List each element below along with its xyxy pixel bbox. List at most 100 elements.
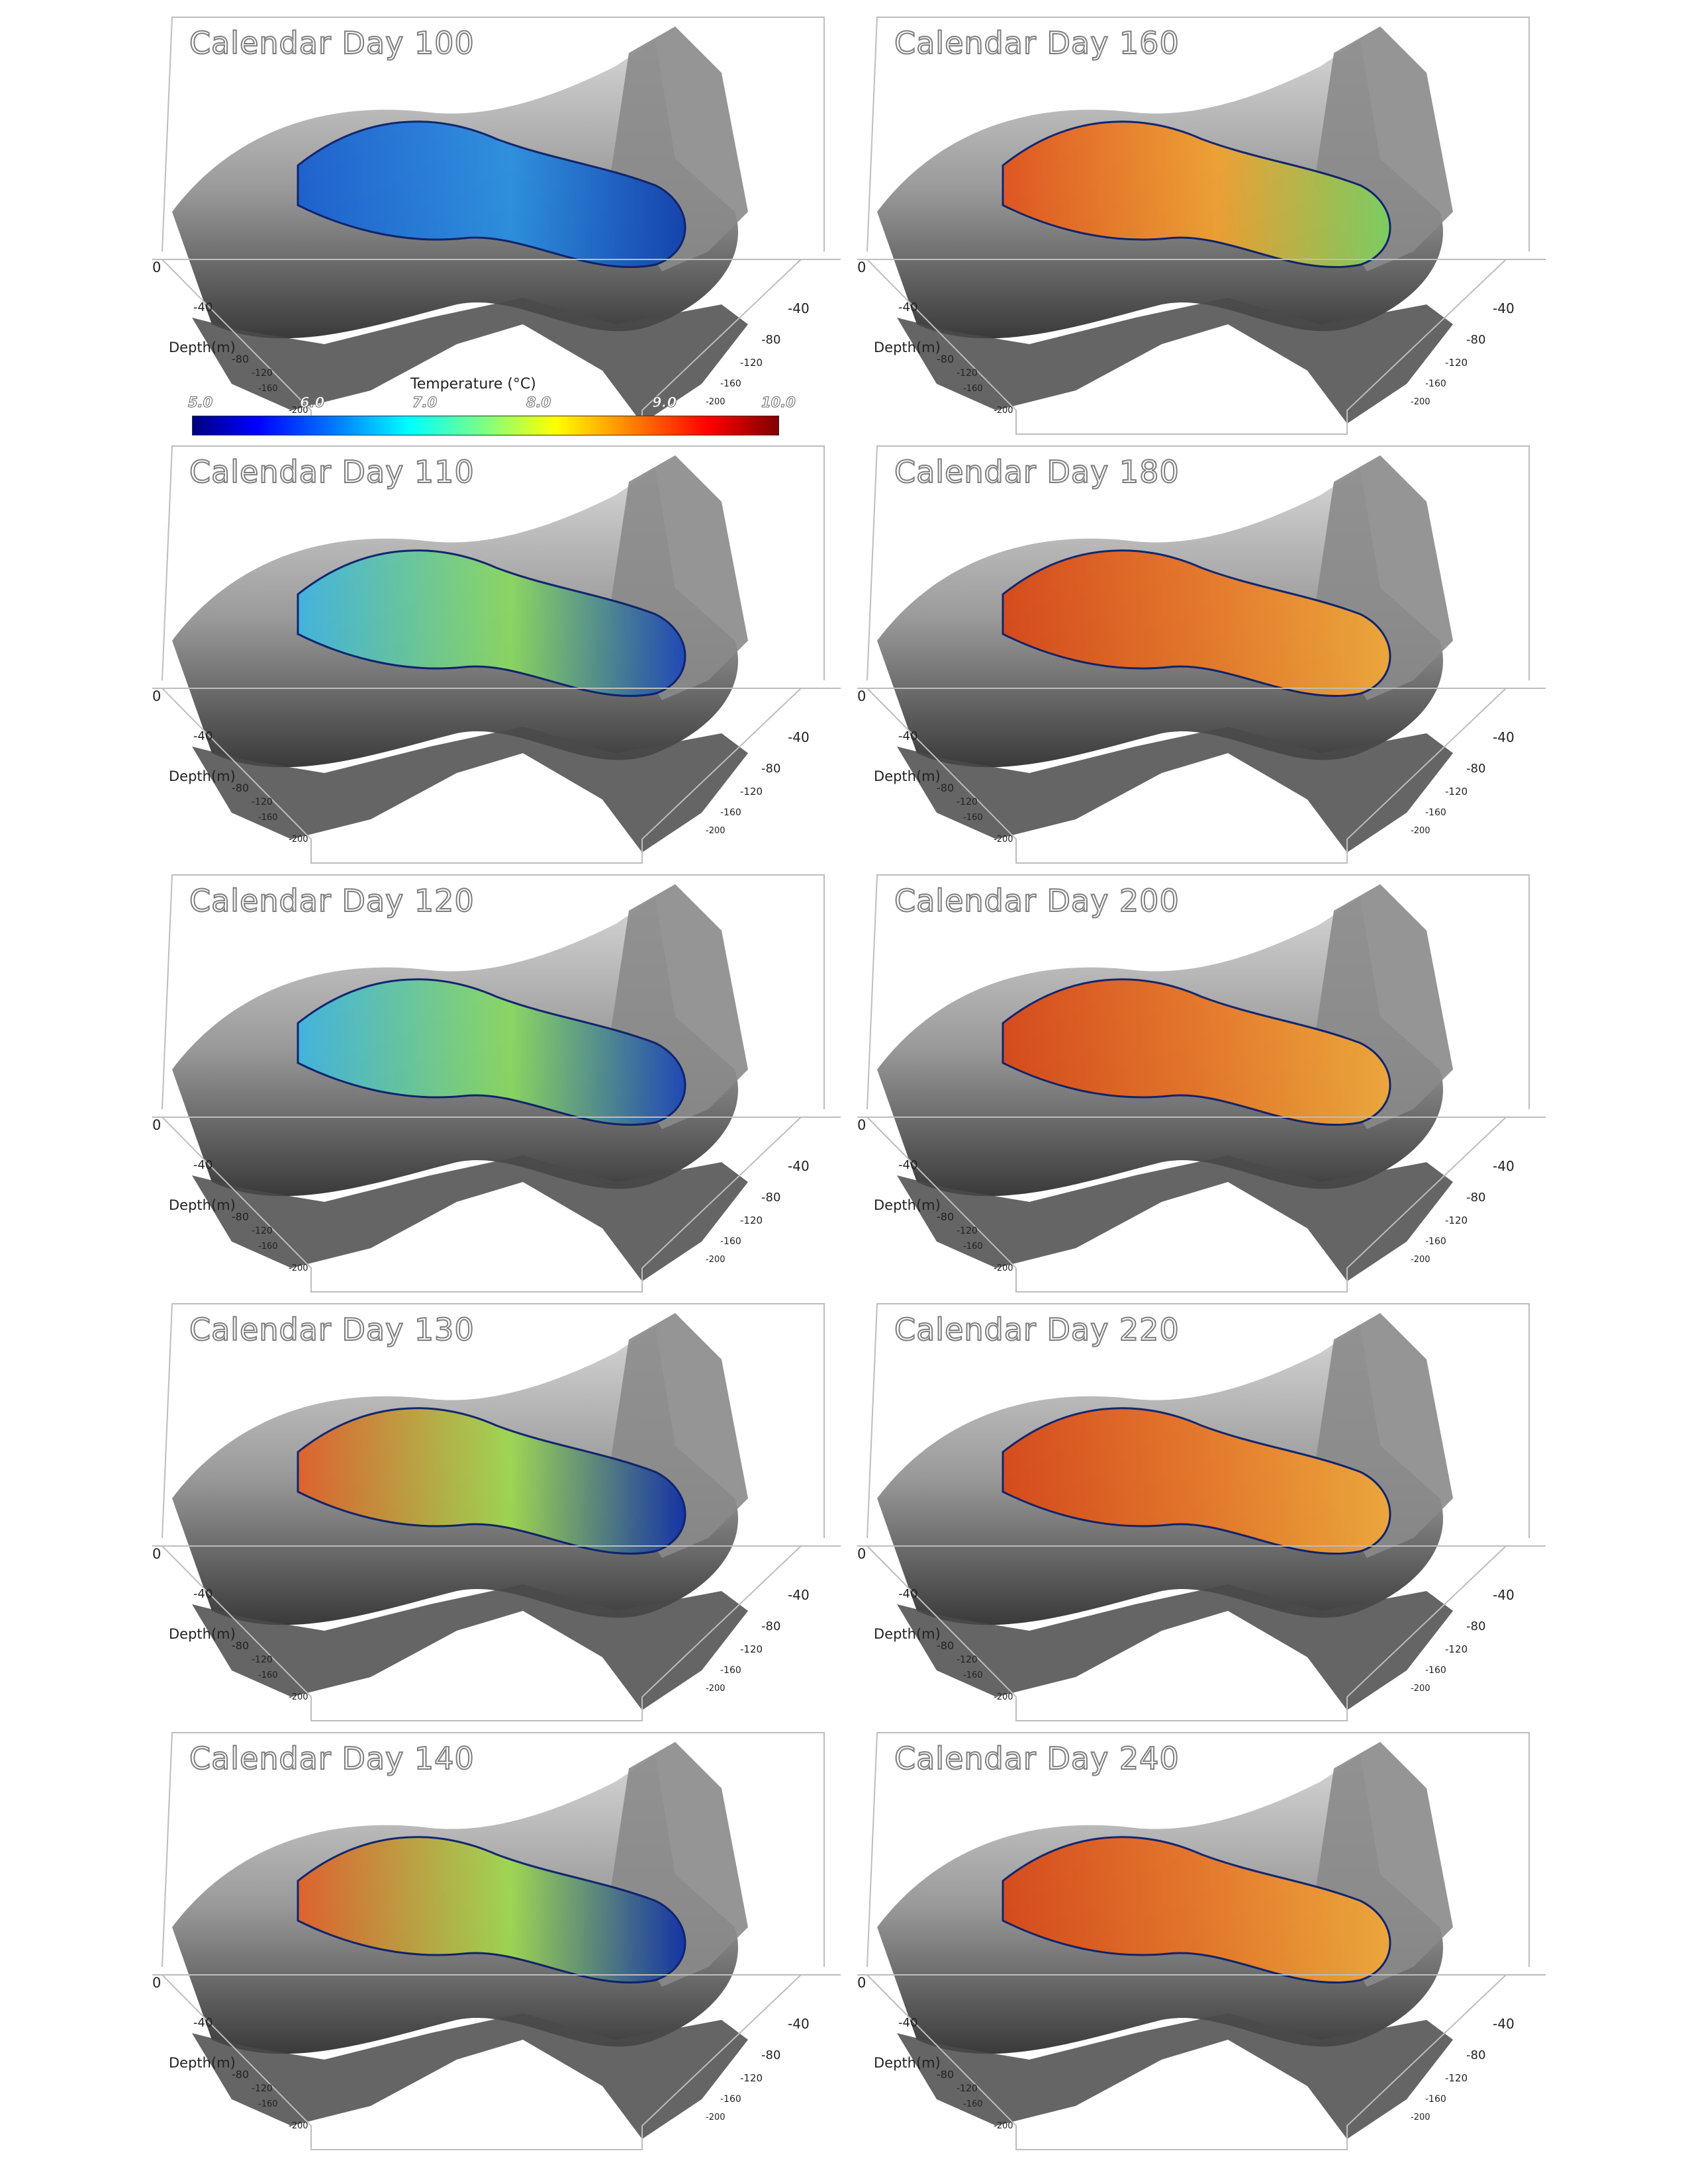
terrain-lower (897, 1156, 1453, 1281)
right-tick-80: -80 (1466, 2048, 1486, 2062)
depth-axis-label: Depth(m) (169, 340, 236, 355)
right-tick-120: -120 (1445, 1643, 1468, 1655)
left-tick-160: -160 (258, 384, 278, 394)
panel-title: Calendar Day 120 (189, 882, 475, 919)
right-tick-120: -120 (1445, 357, 1468, 369)
panel-title: Calendar Day 180 (894, 453, 1180, 490)
zero-label: 0 (152, 688, 162, 704)
right-tick-160: -160 (720, 807, 741, 818)
left-tick-200: -200 (289, 835, 308, 844)
temperature-plume (297, 978, 686, 1126)
right-tick-40: -40 (788, 300, 810, 316)
right-tick-160: -160 (720, 1236, 741, 1247)
left-tick-200: -200 (994, 2121, 1013, 2131)
bounding-box-front (867, 1974, 1507, 2150)
left-tick-40: -40 (193, 1158, 213, 1172)
left-tick-40: -40 (193, 1587, 213, 1601)
left-tick-80: -80 (232, 2068, 250, 2081)
left-tick-160: -160 (963, 1242, 983, 1251)
right-tick-120: -120 (1445, 2072, 1468, 2084)
right-tick-160: -160 (720, 379, 741, 389)
right-tick-80: -80 (761, 1619, 781, 1633)
left-tick-200: -200 (289, 2121, 308, 2131)
right-tick-160: -160 (1425, 807, 1446, 818)
bathymetry-scene (857, 1303, 1546, 1721)
bounding-box-front (867, 1545, 1507, 1721)
left-tick-40: -40 (898, 1158, 918, 1172)
panel-day-100: Calendar Day 100 0 Depth(m) -40 -80 -120 -160-… (152, 13, 841, 437)
panel-title: Calendar Day 160 (894, 24, 1180, 62)
bathymetry-scene (152, 17, 841, 435)
left-tick-40: -40 (898, 1587, 918, 1601)
depth-axis-label: Depth(m) (169, 2055, 236, 2071)
bounding-box-back (867, 445, 1530, 681)
terrain-lower (897, 1584, 1453, 1710)
bathymetry-scene (152, 445, 841, 864)
bounding-box-back (867, 1732, 1530, 1968)
left-tick-120: -120 (252, 1226, 273, 1236)
right-tick-120: -120 (1445, 1214, 1468, 1226)
colorbar-tick-5: 5.0 (187, 394, 213, 411)
left-tick-160: -160 (258, 1242, 278, 1251)
terrain-lower (192, 298, 748, 424)
left-tick-160: -160 (963, 384, 983, 394)
right-tick-200: -200 (706, 826, 726, 836)
left-tick-200: -200 (994, 1692, 1013, 1702)
left-tick-120: -120 (252, 368, 273, 379)
left-tick-160: -160 (963, 1670, 983, 1680)
depth-axis-label: Depth(m) (874, 340, 941, 355)
left-tick-120: -120 (957, 368, 978, 379)
panel-day-180: Calendar Day 180 0 Depth(m) -40 -80 -120 -160-… (857, 442, 1546, 866)
right-tick-80: -80 (761, 1191, 781, 1205)
right-tick-80: -80 (1466, 762, 1486, 776)
right-tick-200: -200 (1411, 826, 1430, 836)
right-tick-80: -80 (761, 762, 781, 776)
right-tick-200: -200 (706, 1684, 726, 1694)
zero-label: 0 (152, 1975, 162, 1991)
bounding-box-front (867, 259, 1507, 435)
panel-title: Calendar Day 140 (189, 1740, 475, 1777)
right-tick-200: -200 (706, 2113, 726, 2122)
panel-title: Calendar Day 100 (189, 24, 475, 62)
right-tick-200: -200 (1411, 2113, 1430, 2122)
bounding-box-back (867, 874, 1530, 1110)
panel-title: Calendar Day 130 (189, 1311, 475, 1348)
left-tick-80: -80 (232, 353, 250, 365)
left-tick-40: -40 (193, 729, 213, 743)
colorbar-tick-7: 7.0 (412, 394, 438, 411)
temperature-plume (297, 1407, 686, 1555)
left-tick-80: -80 (232, 1210, 250, 1223)
right-tick-80: -80 (761, 2048, 781, 2062)
right-tick-40: -40 (1493, 2016, 1515, 2032)
right-tick-200: -200 (706, 1255, 726, 1265)
right-tick-160: -160 (720, 1665, 741, 1676)
bounding-box-back (162, 445, 825, 681)
right-tick-200: -200 (1411, 1255, 1430, 1265)
bathymetry-scene (857, 1732, 1546, 2150)
left-tick-160: -160 (963, 813, 983, 823)
panel-title: Calendar Day 240 (894, 1740, 1180, 1777)
right-tick-160: -160 (1425, 2094, 1446, 2105)
panel-day-130: Calendar Day 130 0 Depth(m) -40 -80 -120 -160-… (152, 1300, 841, 1723)
temperature-plume (297, 120, 686, 269)
right-tick-160: -160 (1425, 1665, 1446, 1676)
colorbar-gradient (192, 416, 779, 435)
right-tick-40: -40 (788, 729, 810, 745)
colorbar-tick-6: 6.0 (299, 394, 325, 411)
panel-day-120: Calendar Day 120 0 Depth(m) -40 -80 -120 -160-… (152, 871, 841, 1295)
zero-label: 0 (152, 1546, 162, 1562)
depth-axis-label: Depth(m) (169, 768, 236, 784)
left-tick-200: -200 (289, 1692, 308, 1702)
bounding-box-back (162, 17, 825, 252)
left-tick-160: -160 (258, 2099, 278, 2109)
left-tick-120: -120 (252, 2083, 273, 2094)
temperature-plume (1002, 120, 1391, 269)
bounding-box-back (867, 1303, 1530, 1539)
left-tick-80: -80 (232, 782, 250, 794)
zero-label: 0 (857, 1117, 867, 1133)
right-tick-200: -200 (1411, 1684, 1430, 1694)
left-tick-120: -120 (957, 2083, 978, 2094)
left-tick-120: -120 (957, 1226, 978, 1236)
zero-label: 0 (857, 688, 867, 704)
bounding-box-back (867, 17, 1530, 252)
